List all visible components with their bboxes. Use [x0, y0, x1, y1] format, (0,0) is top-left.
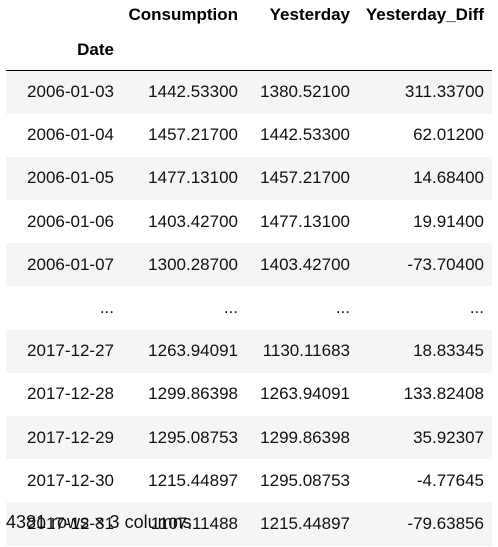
dataframe-table: Consumption Yesterday Yesterday_Diff Dat…: [6, 0, 492, 546]
cell-consumption: 1442.53300: [148, 82, 238, 102]
row-index-date: 2006-01-03: [27, 82, 114, 102]
column-header-consumption: Consumption: [128, 5, 238, 24]
cell-consumption: 1295.08753: [148, 427, 238, 447]
cell-consumption: ...: [223, 298, 238, 318]
index-header-spacer: [358, 30, 492, 71]
row-index-date: 2006-01-04: [27, 125, 114, 145]
row-index-date: 2017-12-30: [27, 470, 114, 490]
cell-yesterday: 1403.42700: [260, 254, 350, 274]
cell-yesterday-diff: 14.68400: [413, 168, 484, 188]
row-index-date: 2017-12-27: [27, 341, 114, 361]
row-index-date: 2017-12-31: [27, 513, 114, 533]
cell-yesterday-diff: 133.82408: [403, 384, 484, 404]
cell-yesterday: 1299.86398: [260, 427, 350, 447]
cell-consumption: 1457.21700: [148, 125, 238, 145]
column-header-yesterday-diff: Yesterday_Diff: [365, 5, 484, 24]
table-row: ............: [6, 286, 492, 330]
row-index-date: 2006-01-05: [27, 168, 114, 188]
table-row: 2006-01-07 1300.28700 1403.42700 -73.70400: [6, 243, 492, 287]
cell-yesterday: 1295.08753: [260, 470, 350, 490]
index-corner-cell: [6, 0, 122, 30]
table-row: 2017-12-31 1107.11488 1215.44897 -79.63856: [6, 502, 492, 546]
cell-consumption: 1215.44897: [148, 470, 238, 490]
cell-yesterday: ...: [335, 298, 350, 318]
cell-consumption: 1477.13100: [148, 168, 238, 188]
cell-consumption: 1107.11488: [150, 513, 238, 533]
row-index-date: 2017-12-28: [27, 384, 114, 404]
cell-yesterday: 1263.94091: [260, 384, 350, 404]
cell-yesterday: 1477.13100: [260, 211, 350, 231]
cell-yesterday: 1442.53300: [260, 125, 350, 145]
row-index-date: 2017-12-29: [27, 427, 114, 447]
cell-yesterday: 1130.11683: [262, 341, 350, 361]
cell-yesterday-diff: -73.70400: [407, 254, 484, 274]
cell-yesterday-diff: -4.77645: [416, 470, 484, 490]
cell-yesterday-diff: -79.63856: [407, 513, 484, 533]
table-row: 2006-01-03 1442.53300 1380.52100 311.33700: [6, 70, 492, 114]
table-body: 2006-01-03 1442.53300 1380.52100 311.33700 2…: [6, 70, 492, 546]
dataframe-output: Consumption Yesterday Yesterday_Diff Dat…: [6, 0, 492, 546]
table-row: 2006-01-05 1477.13100 1457.21700 14.68400: [6, 156, 492, 201]
cell-yesterday-diff: 62.01200: [413, 125, 484, 145]
table-header: Consumption Yesterday Yesterday_Diff Dat…: [6, 0, 492, 71]
column-header-row: Consumption Yesterday Yesterday_Diff: [6, 0, 492, 30]
cell-yesterday: 1380.52100: [260, 82, 350, 102]
index-name-header: Date: [77, 40, 114, 59]
cell-yesterday-diff: 311.33700: [404, 82, 484, 102]
dataframe-shape-summary: 4381 rows × 3 columns: [6, 512, 192, 532]
table-row: 2017-12-30 1215.44897 1295.08753 -4.77645: [6, 459, 492, 503]
row-index-date: ...: [99, 298, 114, 318]
cell-yesterday-diff: ...: [469, 298, 484, 318]
cell-consumption: 1263.94091: [148, 341, 238, 361]
row-index-date: 2006-01-07: [27, 254, 114, 274]
table-row: 2017-12-27 1263.94091 1130.11683 18.83345: [6, 329, 492, 373]
cell-consumption: 1403.42700: [148, 211, 238, 231]
cell-yesterday-diff: 35.92307: [413, 427, 484, 447]
cell-yesterday: 1457.21700: [260, 168, 350, 188]
cell-consumption: 1300.28700: [148, 254, 238, 274]
table-row: 2017-12-29 1295.08753 1299.86398 35.92307: [6, 416, 492, 460]
table-row: 2006-01-06 1403.42700 1477.13100 19.91400: [6, 200, 492, 244]
cell-consumption: 1299.86398: [148, 384, 238, 404]
table-row: 2017-12-28 1299.86398 1263.94091 133.82408: [6, 372, 492, 416]
cell-yesterday-diff: 18.83345: [413, 341, 484, 361]
cell-yesterday: 1215.44897: [260, 513, 350, 533]
index-header-row: Date: [6, 30, 492, 71]
cell-yesterday-diff: 19.91400: [413, 211, 484, 231]
index-header-spacer: [122, 30, 246, 71]
row-index-date: 2006-01-06: [27, 211, 114, 231]
index-header-spacer: [246, 30, 358, 71]
table-row: 2006-01-04 1457.21700 1442.53300 62.01200: [6, 113, 492, 157]
column-header-yesterday: Yesterday: [269, 5, 350, 24]
